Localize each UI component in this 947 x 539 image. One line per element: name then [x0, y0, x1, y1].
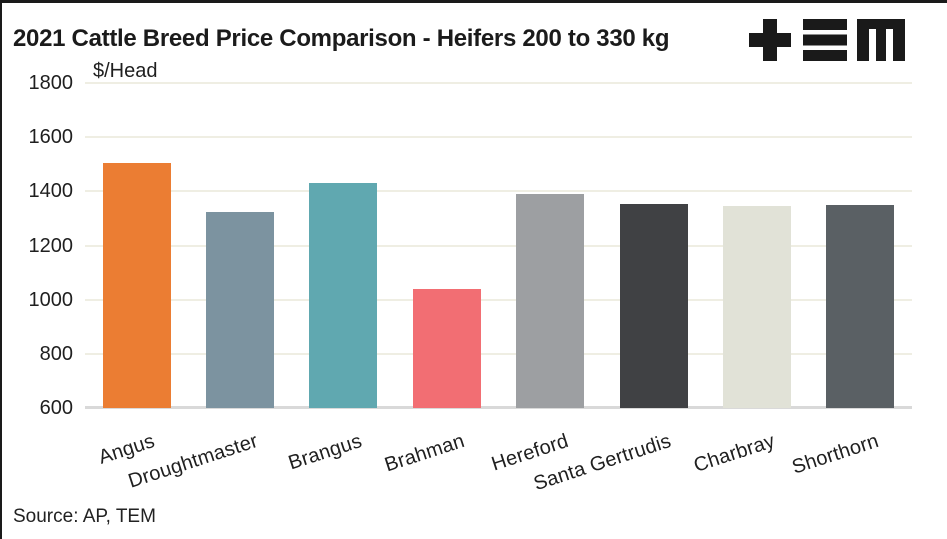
y-tick-1000: 1000	[28, 288, 74, 311]
y-tick-1800: 1800	[28, 72, 74, 94]
x-label-charbray: Charbray	[691, 430, 778, 477]
x-axis-line	[85, 406, 912, 409]
y-tick-800: 800	[39, 342, 73, 365]
y-tick-1400: 1400	[28, 180, 74, 203]
tem-logo	[747, 17, 907, 63]
gridline-1800	[85, 82, 912, 84]
bar-charbray	[722, 206, 791, 408]
x-label-shorthorn: Shorthorn	[789, 430, 882, 479]
bar-hereford	[516, 194, 585, 408]
source-text: Source: AP, TEM	[13, 506, 156, 527]
bar-droughtmaster	[206, 211, 275, 408]
triple-bar-icon	[803, 19, 847, 61]
bar-santa-gertrudis	[619, 203, 688, 408]
bar-brahman	[412, 288, 481, 408]
gridline-1000	[85, 298, 912, 301]
tem-logo-svg	[749, 19, 905, 61]
gridline-800	[85, 352, 912, 355]
y-axis-unit-label: $/Head	[93, 60, 158, 82]
x-label-brahman: Brahman	[382, 430, 468, 477]
plus-icon	[749, 19, 791, 61]
bar-shorthorn	[826, 204, 895, 408]
bar-angus	[102, 162, 171, 408]
bar-brangus	[309, 183, 378, 408]
m-letter-glyph	[857, 19, 905, 61]
x-label-brangus: Brangus	[285, 430, 365, 475]
gridline-1600	[85, 136, 912, 139]
y-tick-600: 600	[39, 397, 73, 419]
plot-area: Angus Droughtmaster Brangus Brahman Hereford…	[85, 82, 912, 495]
gridline-1400	[85, 190, 912, 193]
chart-title: 2021 Cattle Breed Price Comparison - Hei…	[13, 25, 670, 52]
y-tick-1600: 1600	[28, 126, 74, 149]
gridline-1200	[85, 244, 912, 247]
y-axis-tick-labels: 600 800 1000 1200 1400 1600 1800	[2, 72, 74, 419]
y-tick-1200: 1200	[28, 234, 74, 257]
